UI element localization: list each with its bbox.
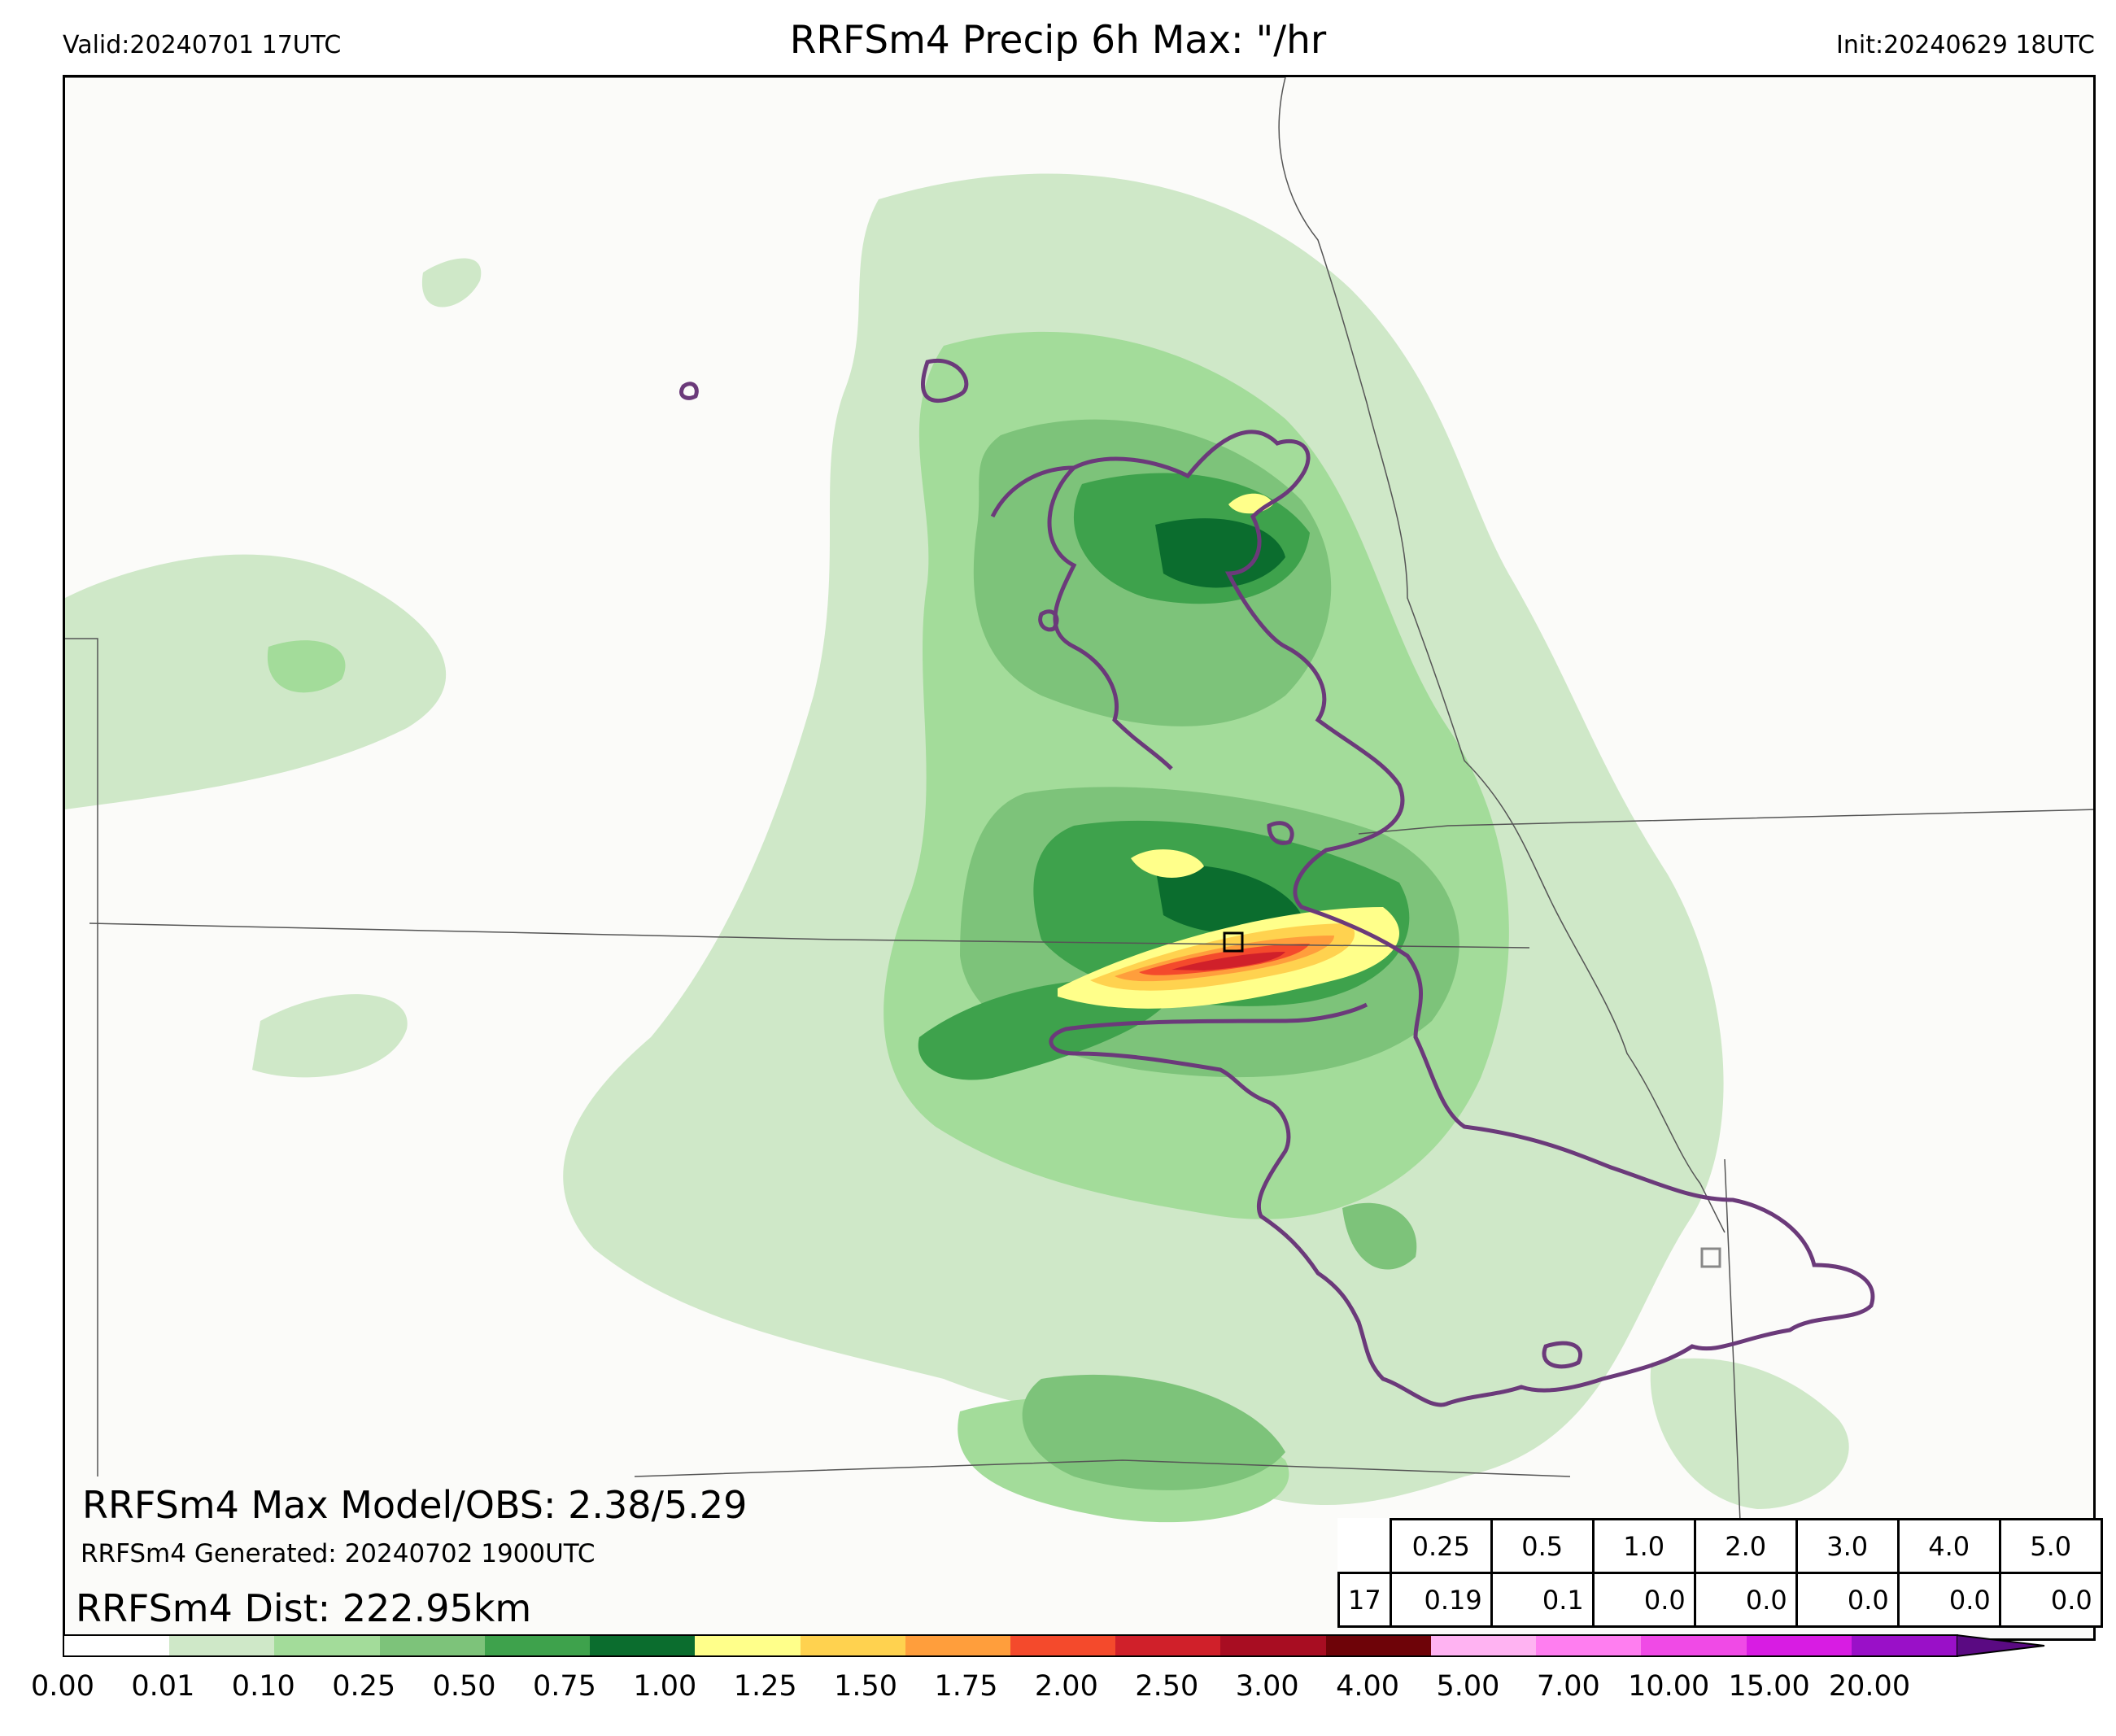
- init-time-label: Init:20240629 18UTC: [1836, 31, 2095, 59]
- colorbar-segment: [800, 1636, 905, 1655]
- colorbar-tick-label: 10.00: [1628, 1670, 1710, 1703]
- valid-time-label: Valid:20240701 17UTC: [63, 31, 342, 59]
- value-cell: 0.0: [1795, 1572, 1900, 1628]
- generated-label: RRFSm4 Generated: 20240702 1900UTC: [81, 1539, 596, 1568]
- precip-map[interactable]: RRFSm4 Max Model/OBS: 2.38/5.29 RRFSm4 G…: [63, 75, 2096, 1641]
- colorbar-tick-label: 1.00: [633, 1670, 697, 1703]
- precip-2p50-layer: [1171, 952, 1285, 971]
- colorbar-tick-label: 2.50: [1135, 1670, 1199, 1703]
- colorbar-tick-label: 0.01: [131, 1670, 195, 1703]
- colorbar-tick-label: 1.75: [934, 1670, 998, 1703]
- max-model-marker: [1223, 931, 1244, 953]
- obs-max-marker: [1700, 1247, 1721, 1268]
- colorbar-segment: [379, 1636, 485, 1655]
- state-borders: [65, 77, 2093, 1542]
- threshold-cell: 1.0: [1591, 1518, 1696, 1574]
- distance-label: RRFSm4 Dist: 222.95km: [76, 1586, 532, 1630]
- colorbar-tick-label: 0.25: [332, 1670, 396, 1703]
- colorbar-segment: [1851, 1636, 1957, 1655]
- colorbar-tick-label: 15.00: [1728, 1670, 1810, 1703]
- value-cell: 0.0: [1591, 1572, 1696, 1628]
- colorbar-segment: [1220, 1636, 1326, 1655]
- colorbar-tick-label: 1.50: [834, 1670, 898, 1703]
- colorbar: [63, 1634, 1958, 1657]
- colorbar-segment: [1536, 1636, 1642, 1655]
- colorbar-segment: [1641, 1636, 1747, 1655]
- threshold-cell: 2.0: [1693, 1518, 1798, 1574]
- colorbar-segment: [1325, 1636, 1431, 1655]
- row-label-cell: 17: [1337, 1572, 1392, 1628]
- colorbar-segment: [1430, 1636, 1537, 1655]
- colorbar-segment: [169, 1636, 275, 1655]
- chart-title: RRFSm4 Precip 6h Max: "/hr: [789, 18, 1327, 63]
- threshold-cell: 3.0: [1795, 1518, 1900, 1574]
- max-model-obs-label: RRFSm4 Max Model/OBS: 2.38/5.29: [82, 1483, 748, 1527]
- threshold-cell: 5.0: [1998, 1518, 2103, 1574]
- colorbar-segment: [484, 1636, 591, 1655]
- threshold-header-row: 0.25 0.5 1.0 2.0 3.0 4.0 5.0: [1339, 1518, 2103, 1574]
- threshold-table: 0.25 0.5 1.0 2.0 3.0 4.0 5.0 17 0.19 0.1…: [1337, 1518, 2103, 1628]
- precip-0p75-layer: [1155, 518, 1302, 934]
- colorbar-tick-label: 0.00: [31, 1670, 94, 1703]
- value-cell: 0.1: [1490, 1572, 1595, 1628]
- colorbar-segment: [905, 1636, 1010, 1655]
- colorbar-tick-label: 2.00: [1034, 1670, 1098, 1703]
- colorbar-segment: [1010, 1636, 1116, 1655]
- colorbar-tick-label: 0.75: [532, 1670, 596, 1703]
- colorbar-segment: [64, 1636, 170, 1655]
- colorbar-tick-label: 4.00: [1336, 1670, 1400, 1703]
- obs-contour: [679, 358, 1875, 1407]
- threshold-values-row: 17 0.19 0.1 0.0 0.0 0.0 0.0 0.0: [1337, 1572, 2103, 1628]
- colorbar-segment: [274, 1636, 380, 1655]
- colorbar-segment: [1746, 1636, 1852, 1655]
- colorbar-extend-arrow: [1957, 1634, 2045, 1657]
- colorbar-tick-label: 5.00: [1436, 1670, 1500, 1703]
- value-cell: 0.19: [1389, 1572, 1493, 1628]
- colorbar-segment: [695, 1636, 801, 1655]
- value-cell: 0.0: [1896, 1572, 2001, 1628]
- colorbar-tick-label: 20.00: [1828, 1670, 1911, 1703]
- value-cell: 0.0: [1998, 1572, 2103, 1628]
- threshold-cell: 4.0: [1896, 1518, 2001, 1574]
- colorbar-tick-label: 0.50: [432, 1670, 496, 1703]
- value-cell: 0.0: [1693, 1572, 1798, 1628]
- colorbar-tick-label: 1.25: [733, 1670, 797, 1703]
- colorbar-segment: [590, 1636, 696, 1655]
- colorbar-tick-label: 7.00: [1536, 1670, 1600, 1703]
- threshold-cell: 0.25: [1389, 1518, 1493, 1574]
- colorbar-tick-label: 3.00: [1235, 1670, 1299, 1703]
- colorbar-segment: [1115, 1636, 1221, 1655]
- threshold-cell: 0.5: [1490, 1518, 1595, 1574]
- precip-field-svg: [65, 77, 2093, 1542]
- colorbar-tick-label: 0.10: [231, 1670, 295, 1703]
